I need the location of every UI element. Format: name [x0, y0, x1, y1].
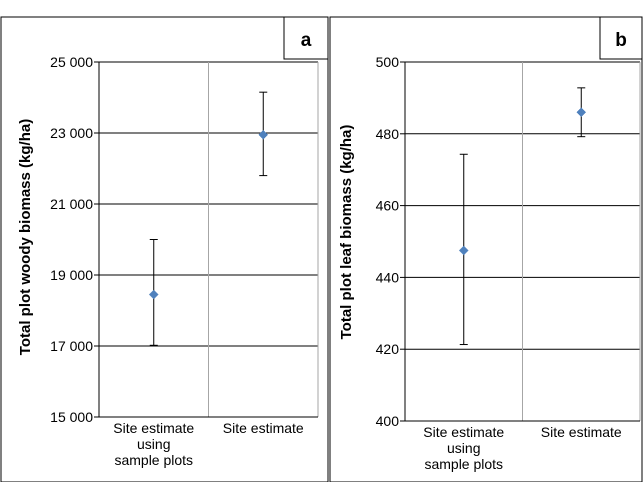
panel-b-label: b [615, 30, 627, 51]
panel-b-frame [329, 16, 643, 482]
panel-a-data-point [148, 289, 159, 300]
panel-a-y-tick-label: 25 000 [50, 54, 93, 70]
panel-a-label-box [283, 16, 329, 60]
panel-a: a Total plot woody biomass (kg/ha) 15 00… [0, 16, 329, 482]
panel-b-y-axis-label: Total plot leaf biomass (kg/ha) [338, 125, 355, 340]
panel-a-y-tick-label: 15 000 [50, 409, 93, 425]
panel-a-plot-area: 15 000 17 000 19 000 21 000 23 000 25 000 Site… [50, 54, 319, 468]
panel-a-y-tick-label: 19 000 [50, 267, 93, 283]
panel-a-label: a [301, 30, 312, 51]
panel-a-y-tick-label: 23 000 [50, 125, 93, 141]
panel-b-x-category-label: Site estimate [541, 424, 622, 440]
panel-b-y-tick-label: 400 [376, 413, 400, 429]
panel-b-y-tick-label: 460 [376, 198, 400, 214]
panel-a-data-point [258, 129, 269, 140]
panel-b-y-tick-label: 440 [376, 269, 400, 285]
panel-b-x-category-label: Site estimate using sample plots [423, 424, 504, 472]
panel-b-label-box [599, 16, 643, 60]
panel-b-data-point [458, 245, 469, 256]
panel-b-y-tick-label: 500 [376, 54, 400, 70]
panel-a-y-tick-label: 21 000 [50, 196, 93, 212]
panel-a-x-category-label: Site estimate [223, 420, 304, 436]
panel-b-y-tick-label: 480 [376, 126, 400, 142]
panel-b: b Total plot leaf biomass (kg/ha) 400 420… [329, 16, 643, 482]
panel-b-data-point [576, 107, 587, 118]
panel-b-y-tick-label: 420 [376, 341, 400, 357]
panel-a-y-axis-label: Total plot woody biomass (kg/ha) [17, 119, 34, 355]
panel-a-frame [0, 16, 329, 482]
panel-a-x-category-label: Site estimate using sample plots [113, 420, 194, 468]
panel-b-plot-area: 400 420 440 460 480 500 Site estimate using samp… [376, 54, 641, 472]
panel-a-y-tick-label: 17 000 [50, 338, 93, 354]
